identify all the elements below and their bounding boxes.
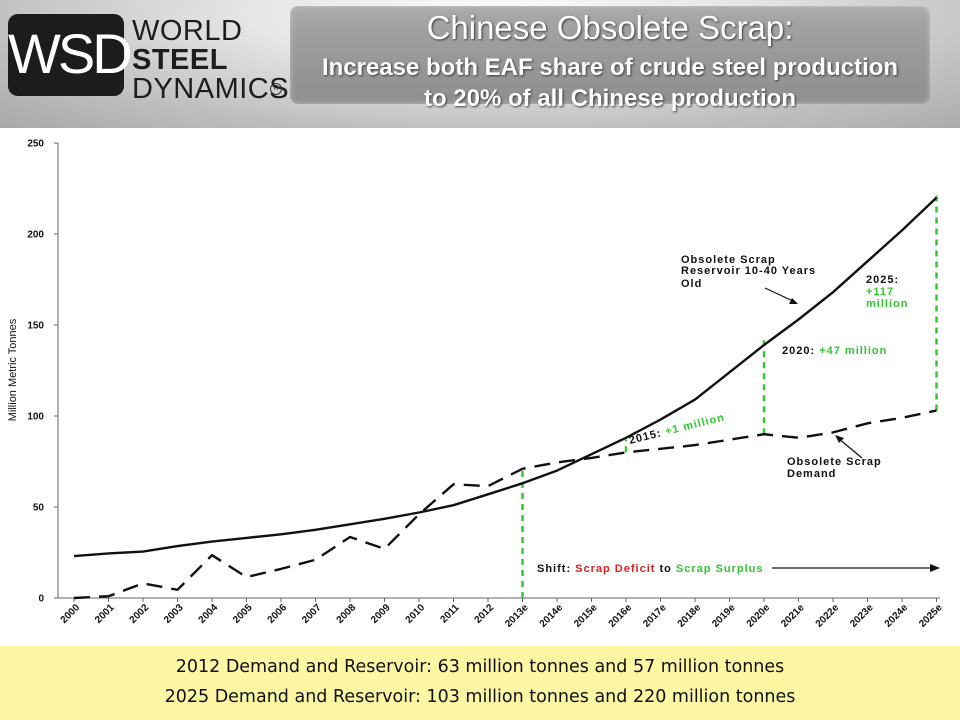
y-tick-label: 150 [27, 321, 44, 332]
caption-line-2: 2025 Demand and Reservoir: 103 million t… [164, 687, 796, 707]
demand-pointer-head [835, 435, 844, 443]
page-title: Chinese Obsolete Scrap: [426, 9, 794, 46]
annotation-2025: 2025: +117 million [866, 274, 908, 310]
shift-annotation: Shift: Scrap Deficit to Scrap Surplus [537, 563, 764, 575]
gap-marker-group [521, 193, 938, 598]
reservoir-pointer-head [789, 298, 798, 304]
header-banner: WSD WORLD STEEL DYNAMICS R Chinese Obsol… [0, 0, 960, 128]
logo-word-2: STEEL [132, 44, 228, 76]
reservoir-label: Obsolete Scrap Reservoir 10-40 Years Old [681, 254, 820, 290]
chart-background [0, 128, 960, 646]
y-tick-label: 100 [27, 412, 44, 423]
shift-prefix: Shift: [537, 563, 575, 575]
demand-label-line-2: Demand [787, 468, 836, 480]
reservoir-label-line-3: Old [681, 278, 702, 290]
annotation-2020-value: +47 million [819, 345, 887, 357]
y-tick-label: 200 [27, 230, 44, 241]
annotation-2025-value-1: +117 [866, 286, 894, 298]
y-tick-label: 0 [38, 594, 44, 605]
reservoir-label-line-2: Reservoir 10-40 Years [681, 265, 816, 277]
annotation-2025-value-2: million [866, 298, 908, 310]
shift-deficit: Scrap Deficit [575, 563, 655, 575]
registered-icon: R [270, 83, 282, 95]
series-line-demand [73, 409, 937, 600]
logo-mark: WSD [8, 14, 133, 96]
shift-arrow-head [930, 564, 940, 572]
logo-abbr: WSD [8, 22, 133, 85]
demand-label: Obsolete Scrap Demand [787, 456, 886, 480]
y-tick-label: 250 [27, 139, 44, 150]
series-group [73, 196, 938, 600]
shift-surplus: Scrap Surplus [676, 563, 764, 575]
page-subtitle-line-2: to 20% of all Chinese production [423, 85, 797, 112]
reservoir-label-line-1: Obsolete Scrap [681, 254, 776, 266]
demand-pointer [837, 437, 863, 459]
y-axis-label: Million Metric Tonnes [7, 318, 19, 421]
reservoir-pointer [764, 287, 796, 303]
page-subtitle-line-1: Increase both EAF share of crude steel p… [321, 54, 899, 81]
title-panel: Chinese Obsolete Scrap: Increase both EA… [290, 6, 930, 112]
caption-line-1: 2012 Demand and Reservoir: 63 million to… [175, 657, 785, 677]
annotation-2020: 2020: +47 million [782, 345, 887, 357]
demand-label-line-1: Obsolete Scrap [787, 456, 882, 468]
y-tick-group: 0 50 100 150 200 250 [27, 139, 58, 605]
y-tick-label: 50 [33, 503, 45, 514]
annotation-2020-prefix: 2020: [782, 345, 819, 357]
annotation-2025-prefix: 2025: [866, 274, 899, 286]
logo-word-1: WORLD [132, 15, 243, 47]
series-line-reservoir [73, 196, 938, 558]
caption-box: 2012 Demand and Reservoir: 63 million to… [0, 646, 960, 720]
shift-to: to [655, 563, 676, 575]
logo-word-3: DYNAMICS [132, 73, 290, 105]
